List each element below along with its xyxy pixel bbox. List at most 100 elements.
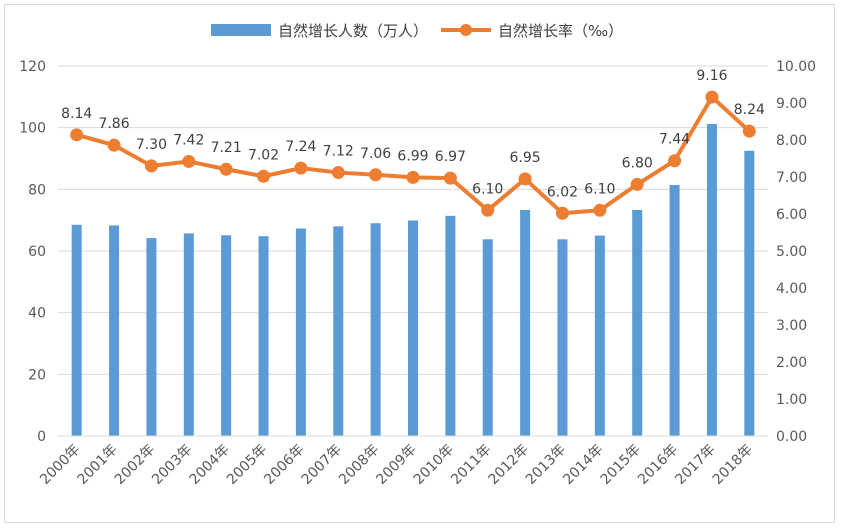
data-label: 7.06 [360, 146, 391, 162]
right-axis-tick-label: 7.00 [776, 170, 807, 186]
x-tick-label: 2014年 [560, 442, 606, 488]
data-label: 6.97 [435, 149, 466, 165]
x-tick-label: 2004年 [187, 442, 233, 488]
bar [632, 209, 643, 436]
x-tick-label: 2011年 [448, 442, 494, 488]
right-axis-tick-label: 8.00 [776, 133, 807, 149]
left-axis-tick-label: 100 [19, 121, 46, 137]
legend-label: 自然增长率（‰） [498, 22, 623, 40]
right-axis-tick-label: 2.00 [776, 355, 807, 371]
x-axis: 2000年2001年2002年2003年2004年2005年2006年2007年… [37, 435, 768, 488]
bar [669, 185, 680, 436]
right-axis-tick-label: 5.00 [776, 244, 807, 260]
left-axis-tick-label: 120 [19, 59, 46, 75]
left-axis-tick-label: 20 [28, 367, 46, 383]
line-point [555, 206, 569, 220]
x-tick-label: 2018年 [710, 442, 756, 488]
bar [221, 235, 232, 436]
data-label: 7.12 [323, 144, 354, 160]
x-tick-label: 2015年 [598, 442, 644, 488]
bar [71, 224, 82, 436]
bar [333, 226, 344, 436]
line-series [70, 90, 756, 220]
x-tick-label: 2017年 [672, 442, 718, 488]
x-tick-label: 2000年 [37, 442, 83, 488]
line-point [406, 170, 420, 184]
line-point [182, 154, 196, 168]
x-tick-label: 2013年 [523, 442, 569, 488]
data-label: 6.10 [472, 181, 503, 197]
data-label: 7.86 [98, 116, 129, 132]
data-label: 8.14 [61, 106, 92, 122]
bar [146, 238, 157, 436]
line-point [257, 169, 271, 183]
data-label: 6.99 [397, 148, 428, 164]
legend-bar-swatch [211, 24, 271, 36]
right-axis-tick-label: 10.00 [776, 59, 816, 75]
bar [109, 225, 120, 436]
line-point [481, 203, 495, 217]
x-tick-label: 2010年 [411, 442, 457, 488]
bar [370, 223, 381, 436]
line-point [107, 138, 121, 152]
x-tick-label: 2003年 [149, 442, 195, 488]
data-label: 7.02 [248, 147, 279, 163]
left-axis-tick-label: 0 [37, 429, 46, 445]
bar [557, 239, 568, 436]
left-axis-tick-label: 60 [28, 244, 46, 260]
legend-label: 自然增长人数（万人） [278, 22, 428, 40]
bar [445, 215, 456, 436]
legend-line-marker [460, 24, 472, 36]
data-label: 6.95 [510, 150, 541, 166]
line-point [294, 161, 308, 175]
bar [408, 220, 418, 436]
line-point [668, 154, 682, 168]
right-axis: 0.00 1.00 2.00 3.00 4.00 5.00 6.00 7.00 8.00 9.00… [776, 59, 816, 445]
data-label: 7.42 [173, 132, 204, 148]
bar [594, 235, 605, 436]
data-label: 7.21 [211, 140, 242, 156]
x-tick-label: 2016年 [635, 442, 681, 488]
data-label: 7.30 [136, 137, 167, 153]
bar [295, 228, 306, 436]
line-point [219, 162, 233, 176]
line-point [593, 203, 607, 217]
right-axis-tick-label: 4.00 [776, 281, 807, 297]
data-label: 7.24 [285, 139, 316, 155]
line-point [630, 177, 644, 191]
data-label: 6.02 [547, 184, 578, 200]
line-point [518, 172, 532, 186]
x-tick-label: 2007年 [299, 442, 345, 488]
right-axis-tick-label: 1.00 [776, 392, 807, 408]
data-label: 9.16 [696, 68, 727, 84]
right-axis-tick-label: 9.00 [776, 96, 807, 112]
data-labels: 8.14 7.86 7.30 7.42 7.21 7.02 7.24 7.12 7.06 6.99… [61, 68, 765, 200]
line-point [705, 90, 719, 104]
bar [744, 150, 755, 436]
data-label: 8.24 [734, 102, 765, 118]
line-point [331, 166, 345, 180]
line-point [443, 171, 457, 185]
data-label: 7.44 [659, 132, 690, 148]
right-axis-tick-label: 3.00 [776, 318, 807, 334]
bar [183, 233, 194, 436]
x-tick-label: 2009年 [373, 442, 419, 488]
line-point [369, 168, 383, 182]
bar [482, 239, 493, 436]
line-point [144, 159, 158, 173]
left-axis: 0 20 40 60 80 100 120 [19, 59, 46, 445]
x-tick-label: 2002年 [112, 442, 158, 488]
x-tick-label: 2005年 [224, 442, 270, 488]
left-axis-tick-label: 40 [28, 306, 46, 322]
line-point [742, 124, 756, 138]
bar-series [71, 123, 755, 436]
x-tick-label: 2008年 [336, 442, 382, 488]
right-axis-tick-label: 0.00 [776, 429, 807, 445]
data-label: 6.80 [622, 155, 653, 171]
line-point [70, 128, 84, 142]
x-tick-label: 2012年 [486, 442, 532, 488]
data-label: 6.10 [584, 181, 615, 197]
bar [706, 123, 717, 436]
bar [258, 236, 269, 436]
